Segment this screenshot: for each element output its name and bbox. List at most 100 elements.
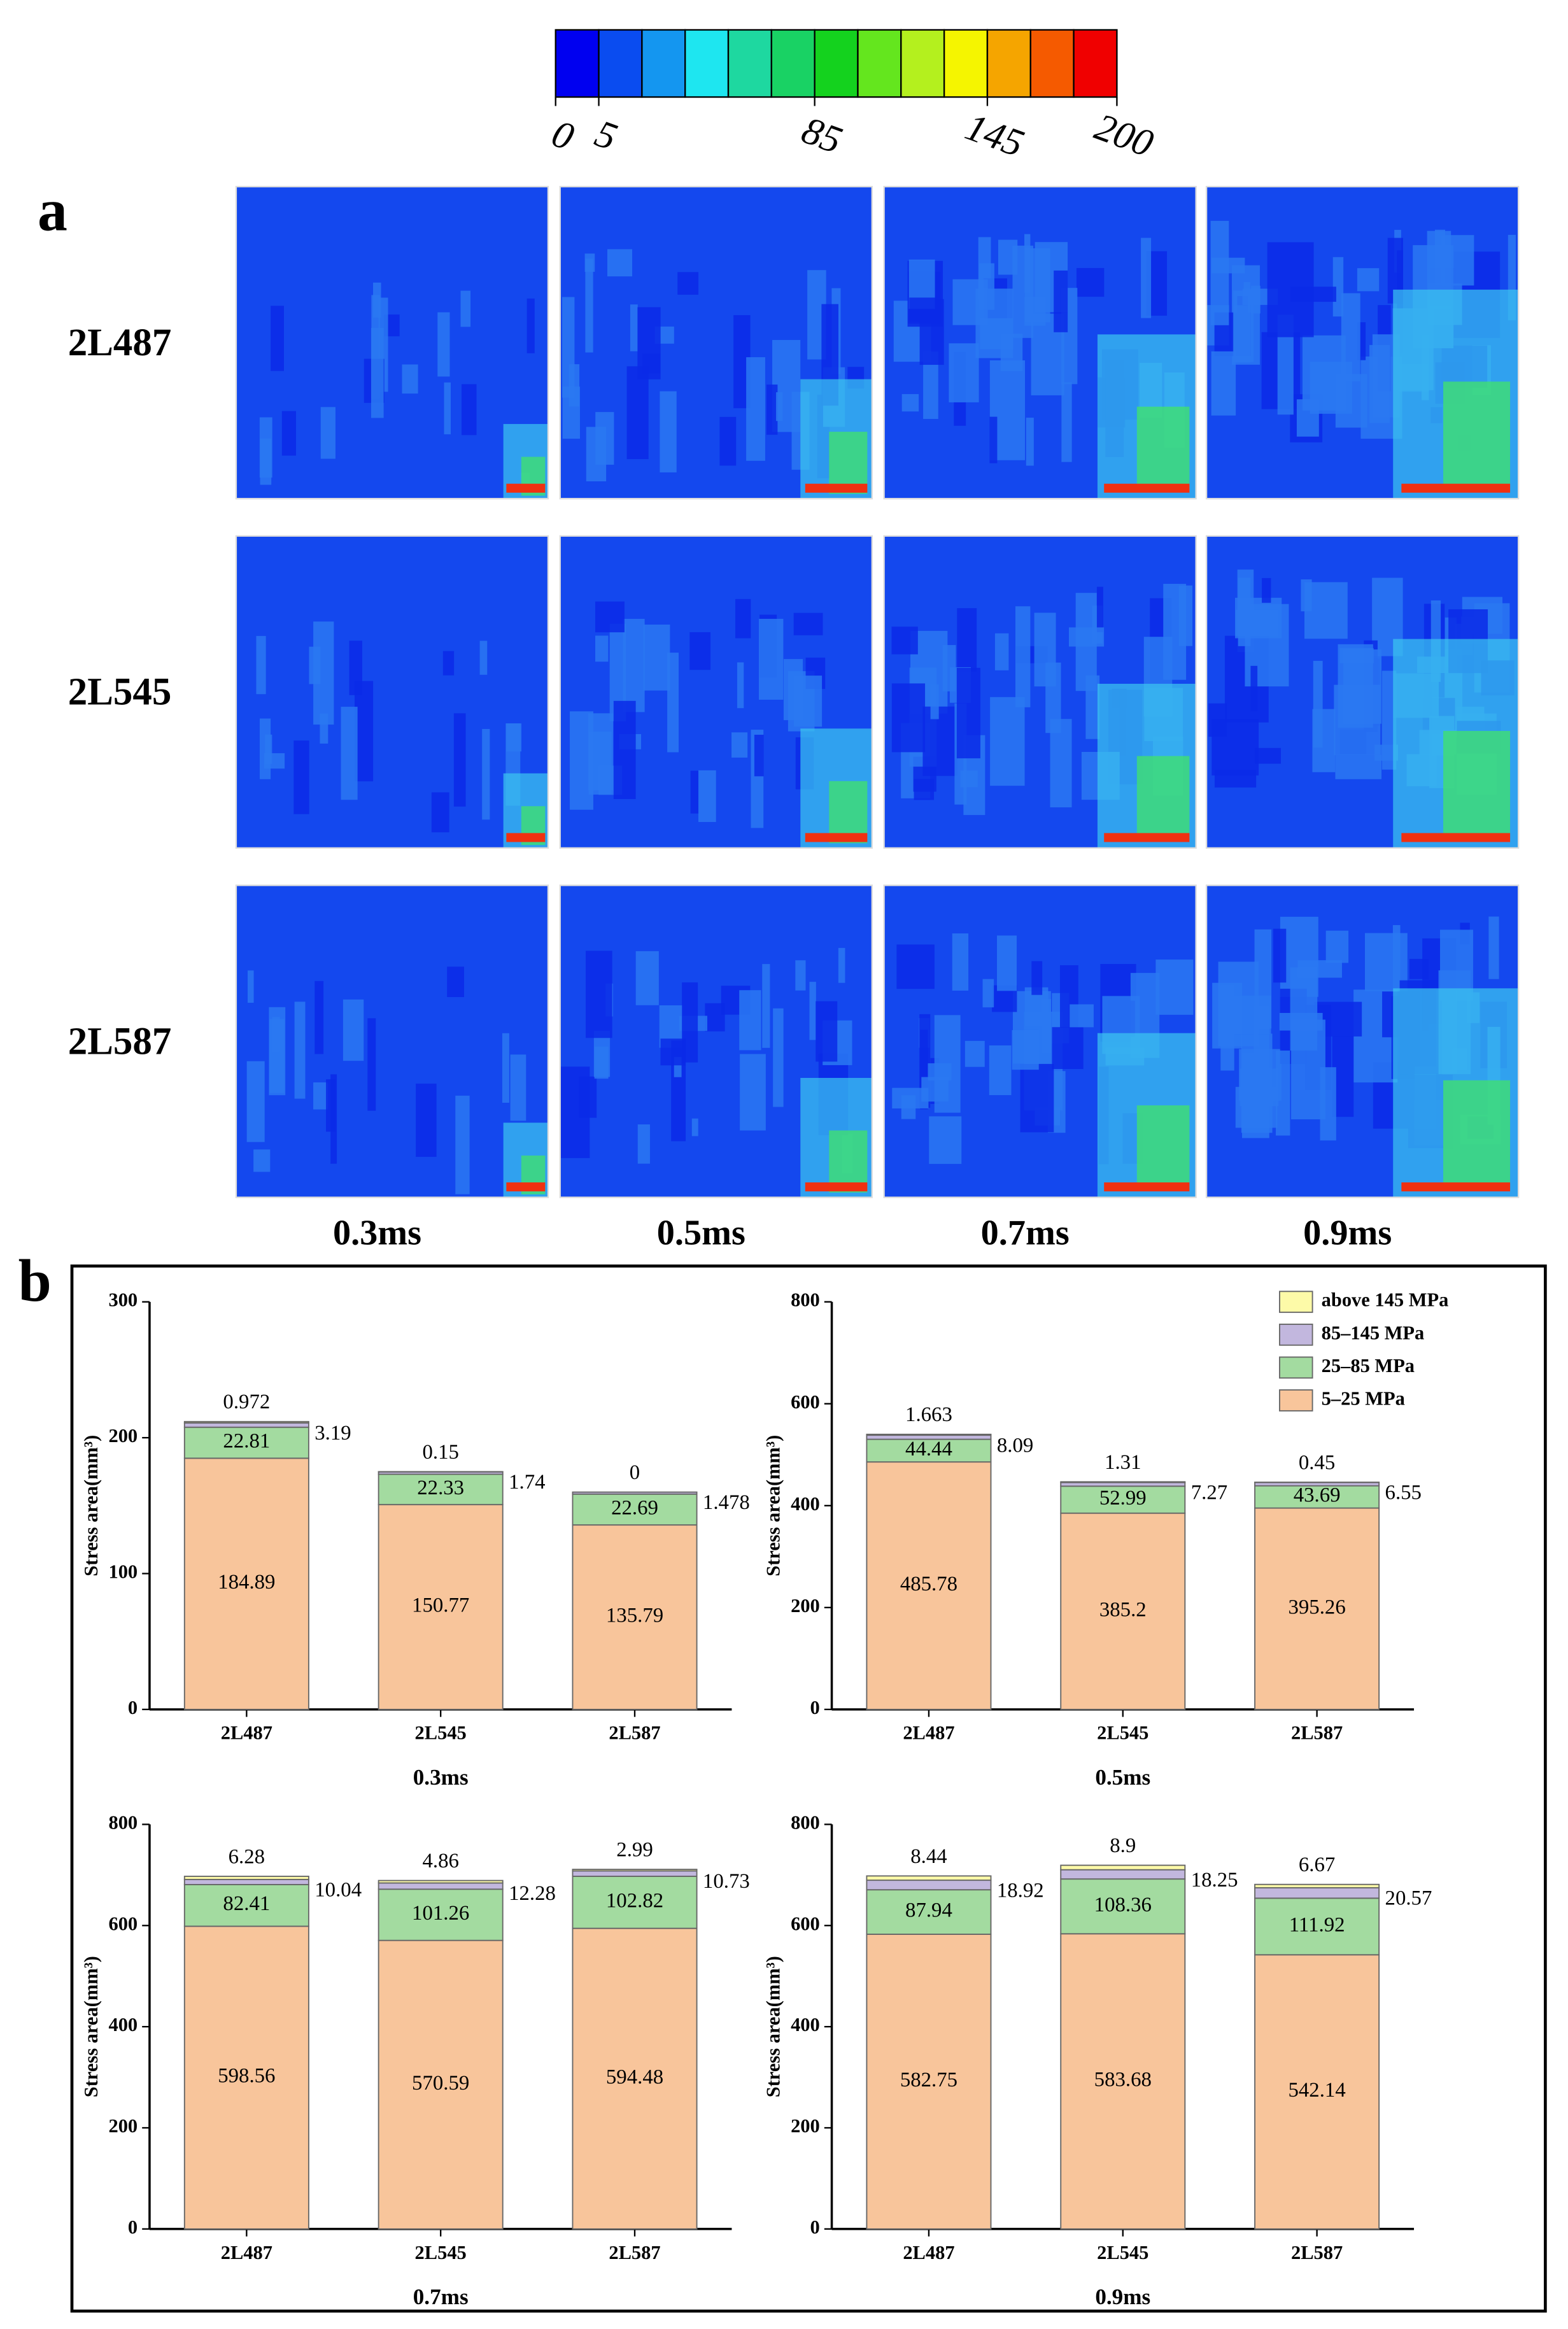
colorbar-segment — [900, 29, 945, 98]
legend-swatch — [1279, 1323, 1313, 1346]
map-patch — [737, 662, 744, 709]
colorbar-tick-label: 0 — [546, 112, 579, 159]
x-tick-label: 2L587 — [1291, 1722, 1343, 1744]
value-label: 598.56 — [218, 2065, 275, 2088]
hot-zone — [805, 833, 868, 842]
legend-label: above 145 MPa — [1322, 1289, 1449, 1311]
map-patch — [372, 282, 381, 318]
value-label: 111.92 — [1289, 1913, 1345, 1936]
map-patch — [766, 384, 778, 435]
map-patch — [740, 1054, 766, 1131]
map-patch — [613, 700, 636, 800]
y-tick-label: 600 — [791, 1391, 820, 1413]
value-label: 135.79 — [606, 1604, 663, 1627]
map-patch — [929, 1116, 962, 1164]
map-patch — [502, 1033, 509, 1103]
y-tick-label: 200 — [791, 2115, 820, 2137]
map-patch — [816, 1001, 838, 1062]
hot-zone — [829, 781, 868, 844]
bar-segment — [378, 1879, 504, 1884]
map-patch — [1242, 1052, 1269, 1138]
map-patch — [402, 364, 418, 394]
x-tick-label: 2L587 — [609, 2242, 660, 2263]
map-border — [559, 535, 873, 849]
hot-zone — [805, 1182, 868, 1192]
map-patch — [1069, 627, 1105, 647]
map-patch — [579, 1076, 597, 1118]
map-patch — [637, 1124, 650, 1164]
column-label: 0.5ms — [657, 1213, 745, 1252]
colorbar-tick-label: 200 — [1089, 106, 1159, 166]
map-border — [1205, 884, 1520, 1198]
map-patch — [922, 706, 958, 776]
value-label: 594.48 — [606, 2065, 663, 2088]
x-tick-label: 2L487 — [903, 1722, 954, 1744]
bar-segment — [572, 1491, 698, 1495]
map-patch — [949, 343, 979, 402]
map-patch — [667, 653, 679, 753]
map-patch — [754, 735, 764, 777]
stress-map — [559, 535, 873, 849]
map-patch — [838, 947, 845, 983]
y-tick-label: 800 — [791, 1289, 820, 1311]
panel-label: a — [38, 178, 67, 244]
map-patch — [1262, 577, 1271, 603]
stress-map — [1205, 535, 1520, 849]
map-patch — [746, 357, 765, 461]
x-tick-label: 2L545 — [1097, 1722, 1148, 1744]
map-patch — [431, 792, 449, 833]
value-label: 6.28 — [229, 1845, 265, 1868]
map-patch — [453, 713, 466, 807]
y-axis-label: Stress area(mm³) — [762, 1435, 784, 1576]
x-tick-label: 2L545 — [415, 2242, 467, 2263]
map-patch — [997, 935, 1017, 991]
bar-segment — [183, 1420, 309, 1424]
value-label: 1.478 — [703, 1491, 750, 1514]
value-label: 82.41 — [223, 1892, 270, 1915]
map-patch — [1275, 1051, 1290, 1136]
map-patch — [570, 711, 593, 810]
legend-swatch — [1279, 1291, 1313, 1313]
map-patch — [1031, 961, 1043, 995]
y-tick-label: 400 — [108, 2014, 138, 2035]
map-patch — [994, 633, 1009, 670]
bar-segment — [183, 1884, 309, 1927]
map-patch — [1034, 612, 1056, 687]
panel-b-frame — [70, 1264, 1547, 2313]
map-patch — [510, 1054, 526, 1121]
map-patch — [1012, 1030, 1039, 1070]
map-patch — [313, 621, 334, 725]
map-patch — [1290, 967, 1318, 1051]
bar-segment — [866, 1879, 992, 1891]
map-patch — [776, 392, 783, 421]
map-patch — [526, 298, 535, 353]
map-patch — [585, 258, 593, 353]
map-patch — [952, 279, 988, 325]
bar-segment — [1060, 1933, 1186, 2230]
map-patch — [891, 626, 918, 655]
colorbar-tick-label: 5 — [590, 112, 623, 159]
map-patch — [1409, 959, 1429, 979]
map-patch — [1296, 399, 1319, 437]
map-patch — [626, 366, 649, 460]
x-tick-label: 2L587 — [1291, 2242, 1343, 2263]
value-label: 184.89 — [218, 1571, 275, 1594]
map-patch — [1381, 670, 1397, 770]
map-patch — [759, 618, 784, 700]
map-patch — [1250, 665, 1258, 712]
map-patch — [461, 384, 477, 435]
legend-swatch — [1279, 1356, 1313, 1379]
bar-segment — [1060, 1878, 1186, 1935]
map-patch — [1024, 234, 1031, 293]
y-tick-label: 200 — [108, 1425, 138, 1447]
value-label: 6.55 — [1385, 1482, 1422, 1504]
map-patch — [762, 964, 770, 1048]
bar-segment — [378, 1939, 504, 2230]
map-patch — [256, 635, 266, 695]
map-patch — [1155, 959, 1194, 1015]
colorbar-segment — [641, 29, 686, 98]
colorbar-segment — [986, 29, 1031, 98]
colorbar-segment — [814, 29, 859, 98]
bar-segment — [1060, 1869, 1186, 1880]
map-patch — [1020, 1064, 1054, 1133]
